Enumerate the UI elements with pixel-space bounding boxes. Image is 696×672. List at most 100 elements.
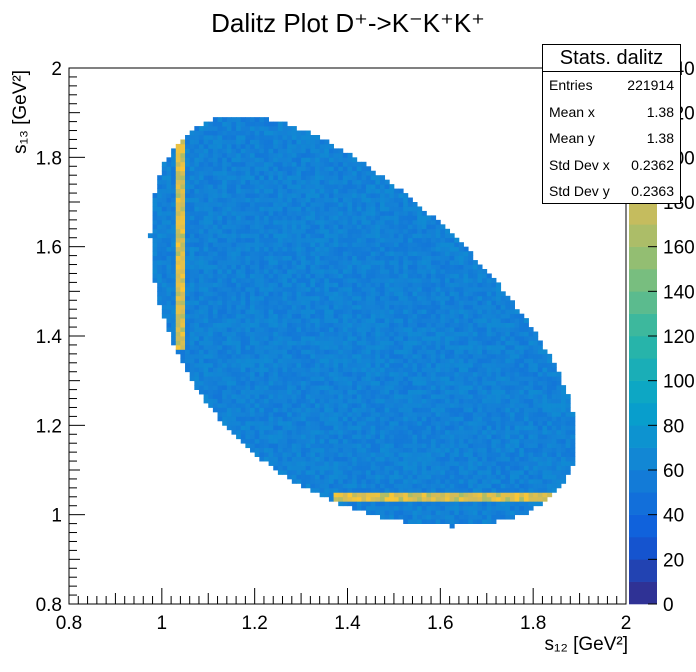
heatmap-cell xyxy=(379,510,386,516)
heatmap-cell xyxy=(175,157,181,163)
heatmap-cell xyxy=(366,210,372,216)
heatmap-cell xyxy=(263,117,269,122)
heatmap-cell xyxy=(375,242,381,248)
heatmap-cell xyxy=(315,438,321,444)
heatmap-cell xyxy=(398,438,404,444)
heatmap-cell xyxy=(407,228,413,234)
heatmap-cell xyxy=(301,197,307,203)
heatmap-cell xyxy=(421,456,427,462)
heatmap-cell xyxy=(361,193,367,198)
heatmap-cell xyxy=(198,344,205,350)
heatmap-cell xyxy=(263,349,269,355)
heatmap-cell xyxy=(263,228,269,234)
heatmap-cell xyxy=(426,255,432,261)
heatmap-cell xyxy=(389,510,395,516)
heatmap-cell xyxy=(240,143,246,149)
heatmap-cell xyxy=(370,385,376,390)
heatmap-cell xyxy=(384,487,390,493)
heatmap-cell xyxy=(291,340,297,346)
heatmap-cell xyxy=(375,251,381,256)
heatmap-cell xyxy=(240,242,246,248)
heatmap-cell xyxy=(333,425,339,431)
heatmap-cell xyxy=(333,407,339,413)
heatmap-cell xyxy=(259,184,265,189)
heatmap-cell xyxy=(412,367,418,373)
heatmap-cell xyxy=(259,389,265,395)
heatmap-cell xyxy=(305,193,311,198)
heatmap-cell xyxy=(236,300,242,306)
heatmap-cell xyxy=(231,349,237,355)
heatmap-cell xyxy=(282,434,288,440)
heatmap-cell xyxy=(194,286,200,292)
heatmap-cell xyxy=(458,344,464,350)
heatmap-cell xyxy=(468,416,474,422)
heatmap-cell xyxy=(198,219,205,225)
heatmap-cell xyxy=(319,336,325,341)
heatmap-cell xyxy=(171,340,177,346)
heatmap-cell xyxy=(379,309,386,315)
heatmap-cell xyxy=(468,277,474,283)
heatmap-cell xyxy=(263,126,269,131)
heatmap-cell xyxy=(393,255,399,261)
heatmap-cell xyxy=(375,309,381,315)
heatmap-cell xyxy=(305,143,311,149)
heatmap-cell xyxy=(347,411,353,417)
heatmap-cell xyxy=(194,233,200,239)
heatmap-cell xyxy=(328,224,334,230)
heatmap-cell xyxy=(426,519,432,524)
heatmap-cell xyxy=(449,251,455,256)
heatmap-cell xyxy=(189,206,195,212)
heatmap-cell xyxy=(277,295,283,301)
heatmap-cell xyxy=(366,389,372,395)
heatmap-cell xyxy=(310,336,316,341)
heatmap-cell xyxy=(291,461,297,466)
heatmap-cell xyxy=(198,349,205,355)
heatmap-cell xyxy=(217,407,223,413)
heatmap-cell xyxy=(342,233,348,239)
heatmap-cell xyxy=(171,291,177,297)
heatmap-cell xyxy=(384,483,390,489)
heatmap-cell xyxy=(194,170,200,176)
heatmap-cell xyxy=(277,447,283,453)
heatmap-cell xyxy=(486,362,492,368)
heatmap-cell xyxy=(412,474,418,480)
heatmap-cell xyxy=(375,269,381,274)
heatmap-cell xyxy=(240,385,246,390)
heatmap-cell xyxy=(412,219,418,225)
heatmap-cell xyxy=(208,130,214,136)
heatmap-cell xyxy=(194,215,200,221)
heatmap-cell xyxy=(435,260,441,265)
heatmap-cell xyxy=(198,358,205,364)
heatmap-cell xyxy=(379,184,386,189)
heatmap-cell xyxy=(324,322,330,328)
heatmap-cell xyxy=(352,407,358,413)
heatmap-cell xyxy=(157,291,163,297)
heatmap-cell xyxy=(384,286,390,292)
heatmap-cell xyxy=(486,336,492,341)
heatmap-cell xyxy=(431,416,437,422)
heatmap-cell xyxy=(277,184,283,189)
heatmap-cell xyxy=(431,483,437,489)
heatmap-cell xyxy=(435,291,441,297)
heatmap-cell xyxy=(431,336,437,341)
heatmap-cell xyxy=(185,251,191,256)
heatmap-cell xyxy=(440,327,446,332)
heatmap-cell xyxy=(236,233,242,239)
heatmap-cell xyxy=(301,184,307,189)
heatmap-cell xyxy=(231,251,237,256)
heatmap-cell xyxy=(352,367,358,373)
heatmap-cell xyxy=(189,282,195,288)
heatmap-cell xyxy=(254,349,260,355)
heatmap-cell xyxy=(468,300,474,306)
heatmap-cell xyxy=(161,300,167,306)
heatmap-cell xyxy=(472,443,478,449)
heatmap-cell xyxy=(259,179,265,185)
heatmap-cell xyxy=(384,313,390,319)
heatmap-cell xyxy=(472,496,478,502)
heatmap-cell xyxy=(449,349,455,355)
heatmap-cell xyxy=(226,291,232,297)
heatmap-cell xyxy=(328,492,334,498)
heatmap-cell xyxy=(338,269,344,274)
heatmap-cell xyxy=(379,260,386,265)
heatmap-cell xyxy=(282,143,288,149)
